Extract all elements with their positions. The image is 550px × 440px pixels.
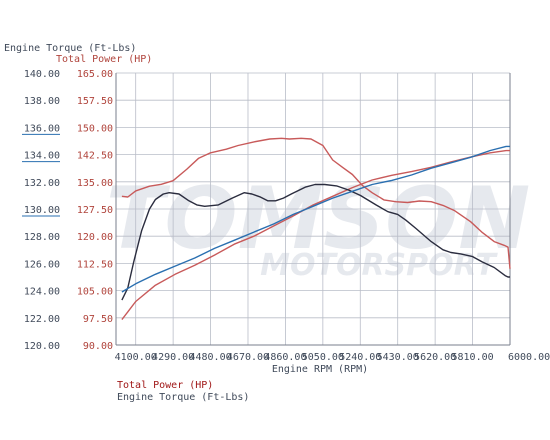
right-tick-label: 157.50 xyxy=(77,96,113,107)
legend-power: Total Power (HP) xyxy=(117,380,213,391)
x-axis-ticks: 4100.004290.004480.004670.004860.005050.… xyxy=(115,352,550,363)
left-tick-label: 122.00 xyxy=(24,314,60,325)
x-tick-label: 5620.00 xyxy=(414,352,456,363)
x-tick-label: 4100.00 xyxy=(115,352,157,363)
legend: Total Power (HP) Engine Torque (Ft-Lbs) xyxy=(117,380,249,403)
right-tick-label: 135.00 xyxy=(77,178,113,189)
x-tick-label: 5050.00 xyxy=(302,352,344,363)
right-tick-label: 120.00 xyxy=(77,232,113,243)
right-tick-label: 112.50 xyxy=(77,259,113,270)
plot-frame xyxy=(115,73,511,346)
right-tick-label: 165.00 xyxy=(77,69,113,80)
left-tick-label: 140.00 xyxy=(24,69,60,80)
watermark-sub-text: MOTORSPORT xyxy=(260,248,498,283)
x-tick-label: 5430.00 xyxy=(377,352,419,363)
watermark-main-text: TOMSON xyxy=(106,169,530,269)
right-tick-label: 127.50 xyxy=(77,205,113,216)
left-tick-label: 138.00 xyxy=(24,96,60,107)
left-tick-label: 128.00 xyxy=(24,232,60,243)
torque-line-1 xyxy=(121,183,510,301)
x-tick-label: 4670.00 xyxy=(227,352,269,363)
x-tick-label: 4290.00 xyxy=(152,352,194,363)
left-tick-label: 134.00 xyxy=(24,151,60,162)
right-tick-label: 90.00 xyxy=(83,341,113,352)
x-tick-label: 5240.00 xyxy=(339,352,381,363)
left-axis-ticks: 140.00 138.00 136.00 134.00 132.00 130.00 128.… xyxy=(22,69,60,352)
left-tick-label: 136.00 xyxy=(24,123,60,134)
left-tick-label: 130.00 xyxy=(24,205,60,216)
right-tick-label: 150.00 xyxy=(77,123,113,134)
left-tick-label: 132.00 xyxy=(24,178,60,189)
power-line-1 xyxy=(121,137,511,269)
x-tick-label: 6000.00 xyxy=(508,352,550,363)
x-axis-title: Engine RPM (RPM) xyxy=(272,364,368,375)
torque-line-2 xyxy=(121,145,510,293)
y-left-axis-title: Engine Torque (Ft-Lbs) xyxy=(4,43,136,54)
x-tick-label: 4480.00 xyxy=(189,352,231,363)
right-axis-ticks: 165.00 157.50 150.00 142.50 135.00 127.50 120.… xyxy=(77,69,113,352)
left-tick-label: 126.00 xyxy=(24,259,60,270)
watermark: TOMSON MOTORSPORT xyxy=(106,169,530,283)
x-tick-label: 4860.00 xyxy=(264,352,306,363)
left-tick-label: 120.00 xyxy=(24,341,60,352)
legend-torque: Engine Torque (Ft-Lbs) xyxy=(117,392,249,403)
y-right-axis-title: Total Power (HP) xyxy=(56,54,152,65)
right-tick-label: 142.50 xyxy=(77,151,113,162)
right-tick-label: 105.00 xyxy=(77,287,113,298)
right-tick-label: 97.50 xyxy=(83,314,113,325)
x-tick-label: 5810.00 xyxy=(451,352,493,363)
series-lines xyxy=(121,137,511,321)
left-tick-label: 124.00 xyxy=(24,287,60,298)
